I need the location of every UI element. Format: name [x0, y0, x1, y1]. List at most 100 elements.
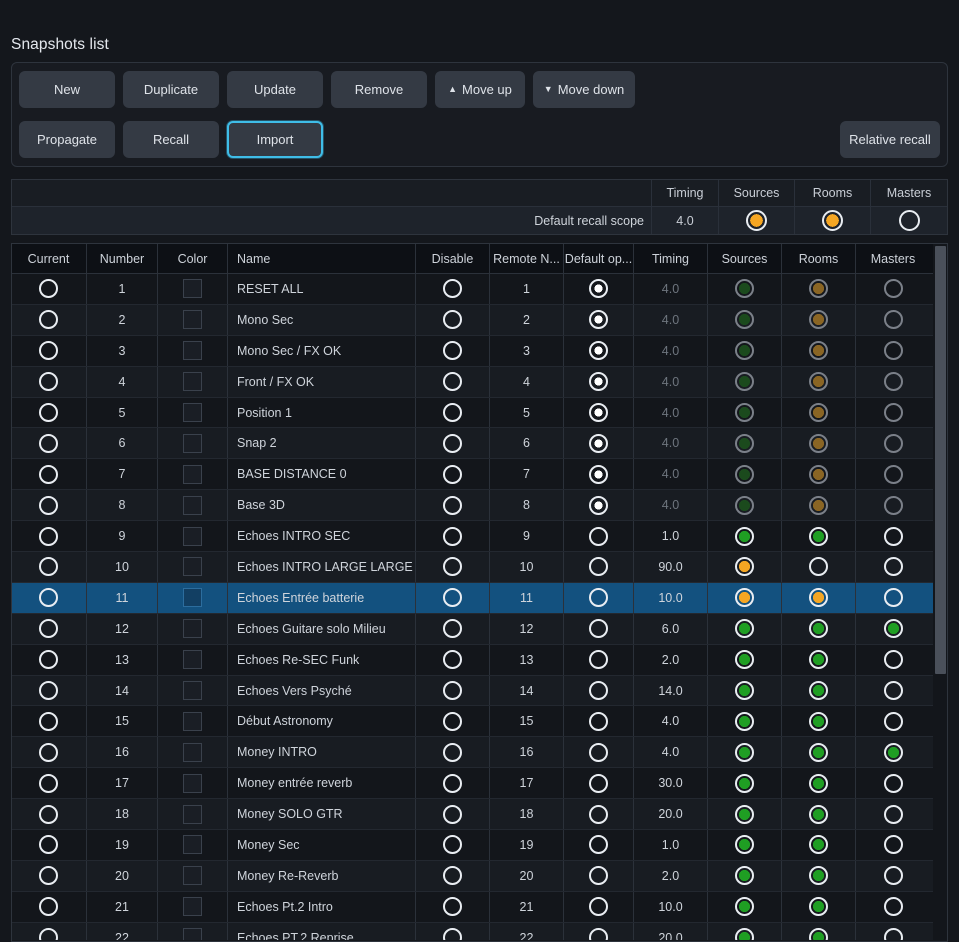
table-row[interactable]: 13 Echoes Re-SEC Funk 13 2.0: [11, 644, 933, 676]
cell-current[interactable]: [11, 552, 87, 582]
cell-color[interactable]: [158, 274, 228, 304]
cell-timing[interactable]: 4.0: [634, 366, 708, 397]
cell-sources[interactable]: [708, 768, 782, 799]
move-down-button[interactable]: ▼ Move down: [533, 71, 635, 108]
cell-name[interactable]: Mono Sec: [228, 304, 416, 335]
cell-timing[interactable]: 4.0: [634, 490, 708, 521]
cell-masters[interactable]: [856, 706, 930, 736]
cell-disable[interactable]: [416, 644, 490, 675]
table-row[interactable]: 21 Echoes Pt.2 Intro 21 10.0: [11, 891, 933, 923]
cell-current[interactable]: [11, 644, 87, 675]
cell-disable[interactable]: [416, 366, 490, 397]
move-up-button[interactable]: ▲ Move up: [435, 71, 525, 108]
cell-current[interactable]: [11, 521, 87, 552]
cell-rooms[interactable]: [782, 366, 856, 397]
cell-masters[interactable]: [856, 274, 930, 304]
cell-sources[interactable]: [708, 830, 782, 860]
cell-sources[interactable]: [708, 613, 782, 644]
cell-timing[interactable]: 20.0: [634, 799, 708, 830]
cell-color[interactable]: [158, 366, 228, 397]
cell-timing[interactable]: 4.0: [634, 335, 708, 366]
cell-timing[interactable]: 2.0: [634, 644, 708, 675]
cell-masters[interactable]: [856, 737, 930, 767]
cell-disable[interactable]: [416, 891, 490, 922]
cell-default-option[interactable]: [564, 768, 634, 799]
cell-color[interactable]: [158, 490, 228, 521]
table-row[interactable]: 17 Money entrée reverb 17 30.0: [11, 768, 933, 800]
cell-current[interactable]: [11, 366, 87, 397]
cell-masters[interactable]: [856, 552, 930, 582]
cell-rooms[interactable]: [782, 891, 856, 922]
cell-current[interactable]: [11, 737, 87, 768]
table-row[interactable]: 6 Snap 2 6 4.0: [11, 428, 933, 460]
cell-masters[interactable]: [856, 367, 930, 397]
cell-sources[interactable]: [708, 366, 782, 397]
cell-rooms[interactable]: [782, 799, 856, 830]
cell-name[interactable]: Front / FX OK: [228, 366, 416, 397]
table-row[interactable]: 7 BASE DISTANCE 0 7 4.0: [11, 459, 933, 491]
cell-masters[interactable]: [856, 799, 930, 829]
cell-current[interactable]: [11, 490, 87, 521]
cell-disable[interactable]: [416, 274, 490, 304]
cell-default-option[interactable]: [564, 490, 634, 521]
table-row[interactable]: 19 Money Sec 19 1.0: [11, 830, 933, 861]
cell-default-option[interactable]: [564, 335, 634, 366]
color-swatch[interactable]: [183, 341, 202, 361]
cell-default-option[interactable]: [564, 922, 634, 940]
cell-masters[interactable]: [856, 830, 930, 860]
cell-name[interactable]: BASE DISTANCE 0: [228, 459, 416, 490]
cell-rooms[interactable]: [782, 613, 856, 644]
cell-timing[interactable]: 4.0: [634, 428, 708, 459]
cell-rooms[interactable]: [782, 860, 856, 891]
column-header-sources[interactable]: Sources: [708, 244, 782, 273]
table-row[interactable]: 12 Echoes Guitare solo Milieu 12 6.0: [11, 613, 933, 645]
cell-sources[interactable]: [708, 582, 782, 613]
cell-masters[interactable]: [856, 583, 930, 613]
cell-color[interactable]: [158, 644, 228, 675]
cell-disable[interactable]: [416, 521, 490, 552]
cell-masters[interactable]: [856, 490, 930, 520]
cell-current[interactable]: [11, 706, 87, 737]
color-swatch[interactable]: [183, 526, 202, 546]
cell-rooms[interactable]: [782, 737, 856, 768]
cell-sources[interactable]: [708, 922, 782, 940]
cell-current[interactable]: [11, 768, 87, 799]
cell-default-option[interactable]: [564, 304, 634, 335]
cell-name[interactable]: Début Astronomy: [228, 706, 416, 737]
cell-disable[interactable]: [416, 459, 490, 490]
cell-disable[interactable]: [416, 768, 490, 799]
cell-name[interactable]: Position 1: [228, 397, 416, 428]
cell-timing[interactable]: 4.0: [634, 737, 708, 768]
cell-rooms[interactable]: [782, 830, 856, 860]
cell-disable[interactable]: [416, 552, 490, 582]
cell-timing[interactable]: 1.0: [634, 830, 708, 860]
cell-masters[interactable]: [856, 768, 930, 798]
column-header-timing[interactable]: Timing: [634, 244, 708, 273]
color-swatch[interactable]: [183, 619, 202, 639]
column-header-rooms[interactable]: Rooms: [782, 244, 856, 273]
cell-timing[interactable]: 30.0: [634, 768, 708, 799]
color-swatch[interactable]: [183, 433, 202, 453]
cell-masters[interactable]: [856, 428, 930, 458]
cell-name[interactable]: Money entrée reverb: [228, 768, 416, 799]
cell-default-option[interactable]: [564, 737, 634, 768]
cell-color[interactable]: [158, 428, 228, 459]
cell-current[interactable]: [11, 428, 87, 459]
cell-default-option[interactable]: [564, 428, 634, 459]
cell-sources[interactable]: [708, 675, 782, 706]
cell-color[interactable]: [158, 830, 228, 860]
cell-color[interactable]: [158, 459, 228, 490]
cell-timing[interactable]: 4.0: [634, 304, 708, 335]
cell-default-option[interactable]: [564, 582, 634, 613]
cell-current[interactable]: [11, 304, 87, 335]
cell-timing[interactable]: 6.0: [634, 613, 708, 644]
cell-default-option[interactable]: [564, 675, 634, 706]
color-swatch[interactable]: [183, 866, 202, 886]
cell-rooms[interactable]: [782, 490, 856, 521]
cell-timing[interactable]: 2.0: [634, 860, 708, 891]
cell-rooms[interactable]: [782, 304, 856, 335]
cell-current[interactable]: [11, 891, 87, 922]
table-row[interactable]: 9 Echoes INTRO SEC 9 1.0: [11, 521, 933, 553]
cell-color[interactable]: [158, 860, 228, 891]
color-swatch[interactable]: [183, 681, 202, 701]
